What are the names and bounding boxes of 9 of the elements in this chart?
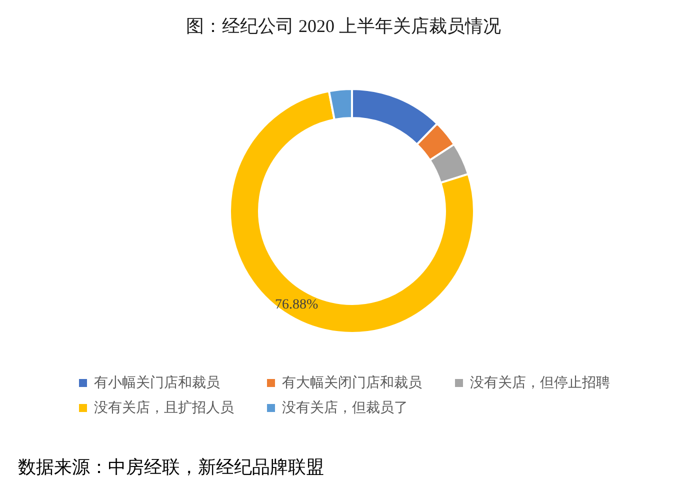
legend-label: 有大幅关闭门店和裁员 bbox=[282, 374, 422, 390]
legend-label: 没有关店，且扩招人员 bbox=[94, 399, 234, 415]
source-note: 数据来源：中房经联，新经纪品牌联盟 bbox=[18, 457, 324, 477]
donut-slice bbox=[229, 90, 475, 334]
chart-title: 图：经纪公司 2020 上半年关店裁员情况 bbox=[186, 16, 501, 36]
legend-label: 没有关店，但裁员了 bbox=[282, 399, 408, 415]
legend-label: 有小幅关门店和裁员 bbox=[94, 374, 220, 390]
legend-label: 没有关店，但停止招聘 bbox=[470, 374, 610, 390]
data-label: 76.88% bbox=[274, 297, 318, 312]
